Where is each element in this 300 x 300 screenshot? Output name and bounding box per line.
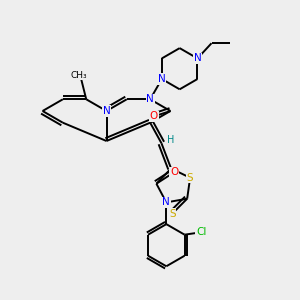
Text: N: N	[146, 94, 154, 104]
Text: N: N	[158, 74, 166, 84]
Text: S: S	[187, 173, 194, 183]
Text: CH₃: CH₃	[71, 70, 87, 80]
Text: O: O	[170, 167, 178, 177]
Text: N: N	[194, 53, 201, 63]
Text: N: N	[103, 106, 110, 116]
Text: H: H	[167, 135, 175, 145]
Text: S: S	[169, 208, 175, 219]
Text: N: N	[163, 197, 170, 207]
Text: Cl: Cl	[196, 227, 206, 237]
Text: O: O	[150, 111, 158, 122]
